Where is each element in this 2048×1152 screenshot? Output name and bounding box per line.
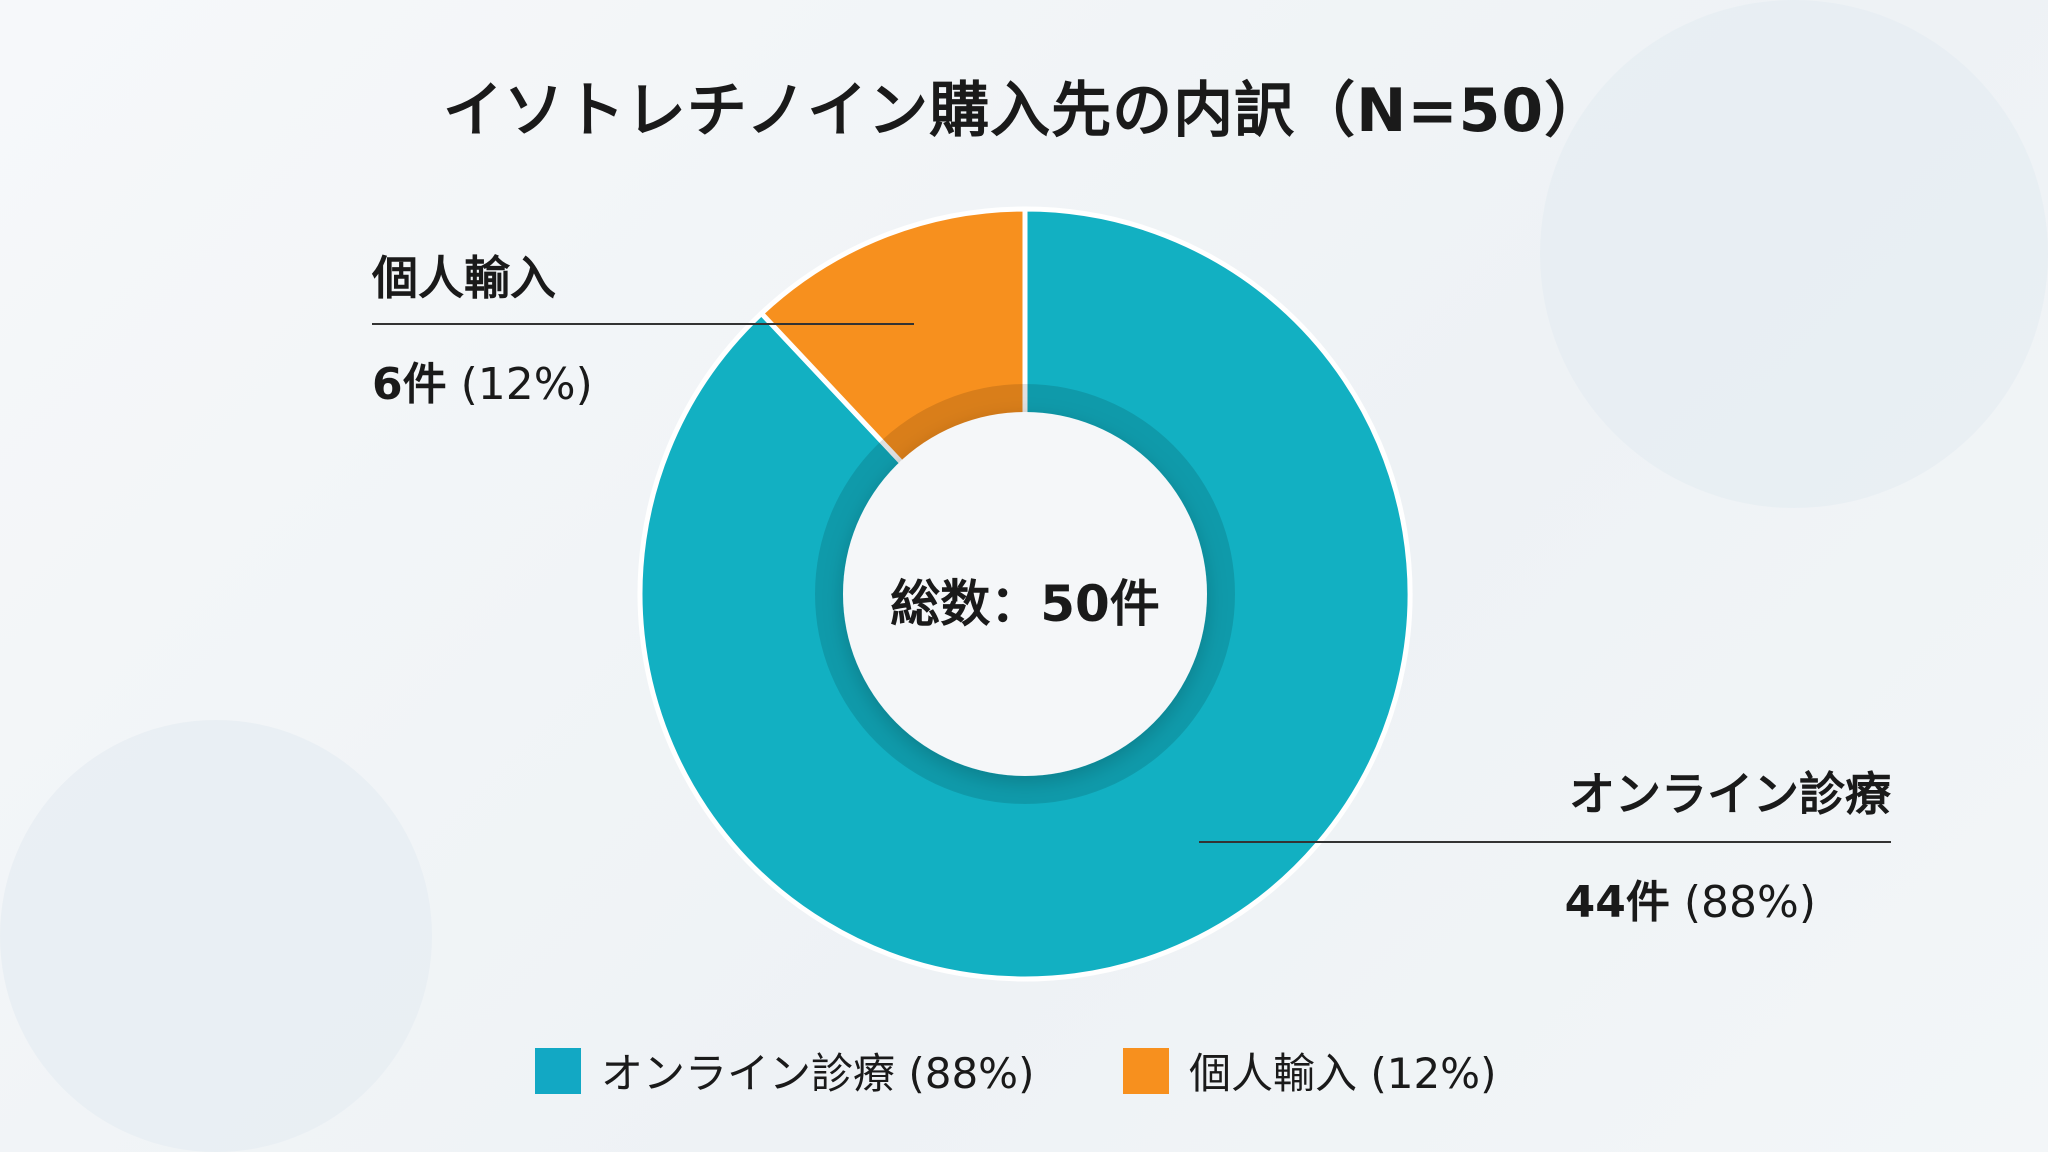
percent-label: (88%): [1683, 877, 1816, 928]
count-label: 44件: [1564, 877, 1670, 928]
donut-hole: [843, 412, 1207, 776]
slice-label-value-import: 6件 (12%): [372, 348, 593, 412]
background-decoration: [1540, 0, 2048, 508]
count-label: 6件: [372, 359, 447, 410]
legend-label: 個人輸入 (12%): [1189, 1049, 1497, 1098]
leader-line-import: [372, 323, 914, 325]
slice-label-value-online: 44件 (88%): [1565, 866, 1816, 930]
legend-swatch-import: [1123, 1047, 1169, 1094]
center-total-label: 総数：50件: [890, 575, 1160, 633]
slice-label-name-import: 個人輸入: [372, 251, 556, 305]
slice-label-name-online: オンライン診療: [1569, 767, 1891, 821]
percent-label: (12%): [460, 359, 593, 410]
legend-label: オンライン診療 (88%): [601, 1049, 1035, 1098]
leader-line-online: [1199, 841, 1891, 843]
legend-item-online: オンライン診療 (88%): [535, 1040, 1034, 1101]
legend-swatch-online: [535, 1047, 581, 1094]
legend-item-import: 個人輸入 (12%): [1123, 1040, 1496, 1101]
chart-title: イソトレチノイン購入先の内訳（N=50）: [442, 76, 1606, 146]
background-decoration: [0, 720, 432, 1152]
